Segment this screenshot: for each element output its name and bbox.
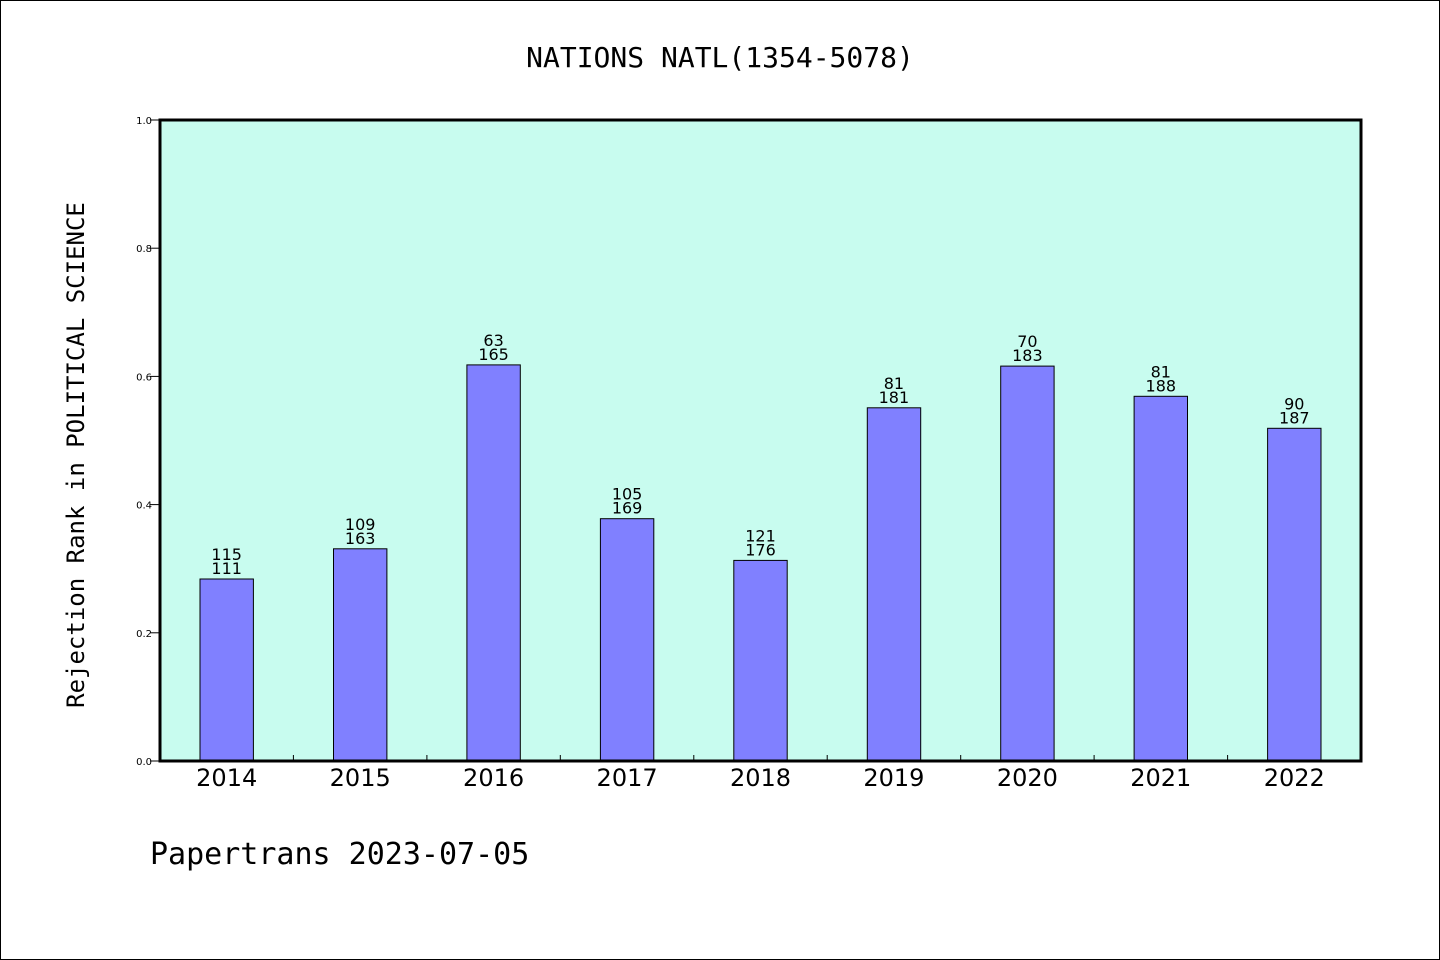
bar-label-bottom-2016: 165 — [478, 345, 509, 364]
y-tick-label-0.0: 0.0 — [136, 757, 152, 768]
bar-2016 — [466, 364, 521, 762]
bar-label-top-2022: 90 — [1284, 394, 1304, 413]
bar-label-bottom-2022: 187 — [1279, 408, 1310, 427]
bar-label-top-2020: 70 — [1017, 332, 1037, 351]
bar-2020 — [1000, 365, 1055, 762]
footer-caption: Papertrans 2023-07-05 — [150, 837, 529, 872]
bar-label-bottom-2021: 188 — [1146, 376, 1177, 395]
bar-label-top-2018: 121 — [745, 526, 776, 545]
y-tick-label-0.2: 0.2 — [136, 629, 152, 640]
bar-label-top-2015: 109 — [345, 515, 376, 534]
bar-label-top-2016: 63 — [483, 331, 503, 350]
x-tick-label-2020: 2020 — [997, 764, 1058, 792]
y-tick-label-1.0: 1.0 — [136, 116, 152, 127]
x-tick-label-2014: 2014 — [196, 764, 257, 792]
bar-label-top-2014: 115 — [211, 545, 242, 564]
bar-label-bottom-2019: 181 — [879, 388, 910, 407]
y-axis-label: Rejection Rank in POLITICAL SCIENCE — [62, 202, 90, 708]
plot-border — [158, 118, 1363, 763]
x-axis: 2014 2015 2016 2017 2018 2019 2020 2021 2022 — [196, 755, 1325, 792]
bar-label-bottom-2014: 111 — [211, 559, 242, 578]
x-tick-label-2015: 2015 — [330, 764, 391, 792]
bar-2014 — [199, 578, 254, 762]
bar-label-top-2017: 105 — [612, 485, 643, 504]
x-tick-label-2017: 2017 — [597, 764, 658, 792]
bar-label-top-2019: 81 — [884, 374, 904, 393]
y-tick-label-0.8: 0.8 — [136, 244, 152, 255]
x-tick-label-2018: 2018 — [730, 764, 791, 792]
bar-2015 — [333, 548, 388, 762]
y-axis: 0.0 0.2 0.4 0.6 0.8 1.0 — [136, 116, 160, 768]
y-tick-label-0.4: 0.4 — [136, 501, 152, 512]
x-tick-label-2019: 2019 — [863, 764, 924, 792]
bar-label-bottom-2020: 183 — [1012, 346, 1043, 365]
bar-2019 — [866, 407, 922, 762]
bar-2018 — [733, 559, 788, 762]
bar-label-bottom-2015: 163 — [345, 529, 376, 548]
bar-2022 — [1267, 427, 1322, 762]
chart-title: NATIONS NATL(1354-5078) — [526, 41, 914, 74]
x-tick-label-2016: 2016 — [463, 764, 524, 792]
bar-label-top-2021: 81 — [1151, 362, 1171, 381]
bar-2021 — [1133, 395, 1188, 762]
bars-layer — [199, 364, 1322, 762]
bar-2017 — [599, 518, 655, 762]
bar-labels-layer: 1151111091636316510516912117681181701838… — [211, 331, 1309, 578]
bar-label-bottom-2017: 169 — [612, 499, 643, 518]
y-tick-label-0.6: 0.6 — [136, 372, 152, 383]
x-tick-label-2021: 2021 — [1130, 764, 1191, 792]
x-tick-label-2022: 2022 — [1264, 764, 1325, 792]
bar-label-bottom-2018: 176 — [745, 540, 776, 559]
